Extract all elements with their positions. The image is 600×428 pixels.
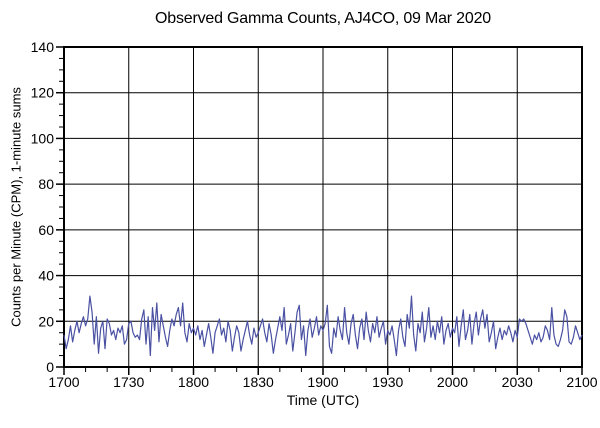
plot-frame (63, 46, 583, 368)
y-tick-labels: 0 20 40 60 80 100 120 140 (31, 39, 55, 375)
svg-text:1900: 1900 (307, 374, 338, 390)
svg-text:80: 80 (38, 176, 54, 192)
svg-text:1800: 1800 (178, 374, 209, 390)
svg-text:1730: 1730 (113, 374, 144, 390)
gridlines (64, 47, 582, 367)
gamma-counts-line (63, 295, 583, 357)
svg-text:1700: 1700 (48, 374, 79, 390)
svg-text:2030: 2030 (502, 374, 533, 390)
svg-text:140: 140 (31, 39, 55, 55)
svg-text:2000: 2000 (437, 374, 468, 390)
svg-text:60: 60 (38, 222, 54, 238)
major-ticks (56, 46, 583, 375)
svg-text:20: 20 (38, 313, 54, 329)
svg-text:120: 120 (31, 85, 55, 101)
minor-ticks (59, 57, 561, 372)
svg-text:100: 100 (31, 130, 55, 146)
svg-text:1830: 1830 (243, 374, 274, 390)
x-tick-labels: 1700 1730 1800 1830 1900 1930 2000 2030 2100 (48, 374, 597, 390)
x-axis-label: Time (UTC) (286, 392, 360, 408)
svg-text:0: 0 (46, 359, 54, 375)
svg-text:40: 40 (38, 268, 54, 284)
svg-text:2100: 2100 (566, 374, 597, 390)
chart-title: Observed Gamma Counts, AJ4CO, 09 Mar 202… (155, 10, 491, 27)
svg-text:1930: 1930 (372, 374, 403, 390)
